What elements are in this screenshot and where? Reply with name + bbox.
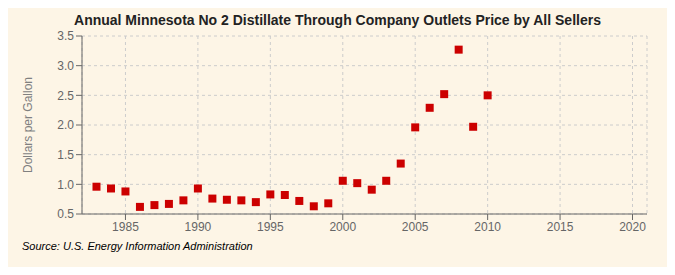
svg-text:2.0: 2.0 <box>57 118 74 132</box>
html-text:Source: U.S. Energy Informatio: Source: U.S. Energy Information Administ… <box>22 240 253 252</box>
svg-text:2015: 2015 <box>547 220 574 234</box>
html-text:Annual Minnesota No 2 Distilla: Annual Minnesota No 2 Distillate Through… <box>74 12 601 28</box>
svg-text:1990: 1990 <box>185 220 212 234</box>
svg-text:2000: 2000 <box>329 220 356 234</box>
svg-text:Dollars per Gallon: Dollars per Gallon <box>21 77 35 173</box>
svg-text:0.5: 0.5 <box>57 207 74 221</box>
svg-text:1.0: 1.0 <box>57 178 74 192</box>
svg-text:3.5: 3.5 <box>57 29 74 43</box>
svg-text:2020: 2020 <box>619 220 646 234</box>
svg-text:2005: 2005 <box>402 220 429 234</box>
svg-text:2010: 2010 <box>474 220 501 234</box>
svg-text:3.0: 3.0 <box>57 59 74 73</box>
svg-text:2.5: 2.5 <box>57 89 74 103</box>
svg-text:1.5: 1.5 <box>57 148 74 162</box>
svg-text:1995: 1995 <box>257 220 284 234</box>
svg-text:1985: 1985 <box>112 220 139 234</box>
